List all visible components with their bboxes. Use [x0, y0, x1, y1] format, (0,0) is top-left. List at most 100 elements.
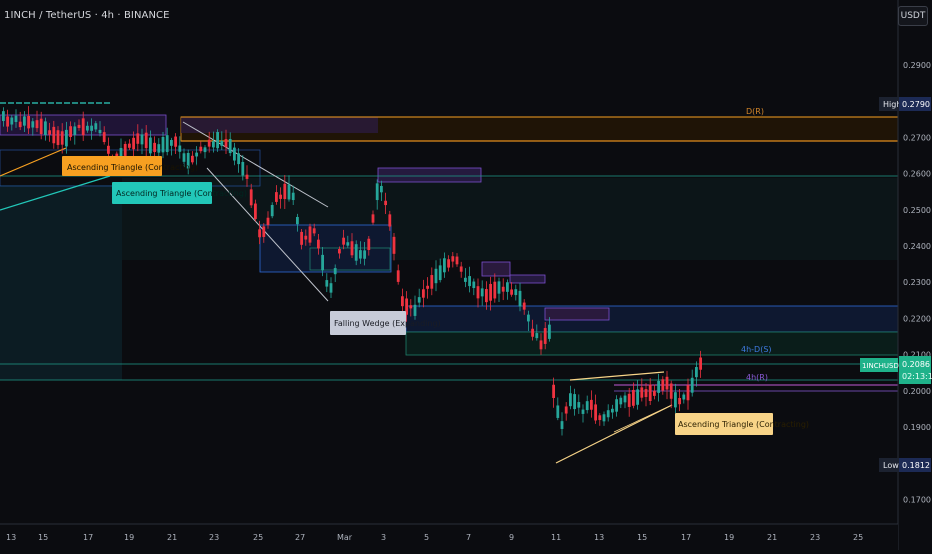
time-tick-label: 21: [167, 533, 177, 542]
candle-body: [128, 143, 131, 148]
candle-body: [48, 130, 51, 135]
candle-body: [241, 161, 245, 176]
candle-body: [170, 139, 173, 146]
candle-body: [367, 238, 371, 251]
candle-body: [304, 235, 308, 240]
candle-body: [182, 153, 186, 162]
candle-body: [132, 137, 135, 150]
candle-body: [577, 402, 581, 408]
candle-body: [388, 214, 392, 227]
candle-body: [186, 152, 190, 169]
candle-body: [447, 259, 450, 268]
pattern-label-2-text: Ascending Triangle (Contracting): [116, 189, 247, 198]
price-tick-label: 0.2400: [903, 242, 931, 251]
candle-body: [65, 129, 68, 147]
price-tick-label: 0.2900: [903, 61, 931, 70]
time-tick-label: 15: [637, 533, 647, 542]
candle-body: [627, 393, 631, 407]
candle-body: [312, 228, 316, 234]
price-tick-label: 0.2200: [903, 314, 931, 323]
candle-body: [636, 389, 639, 405]
candle-body: [539, 340, 543, 350]
price-tick-label: 0.1700: [903, 495, 931, 504]
candle-body: [585, 401, 589, 411]
candle-body: [18, 121, 22, 128]
teal-trendline-left: [0, 175, 111, 211]
candle-body: [354, 244, 358, 261]
price-tick-label: 0.1900: [903, 423, 931, 432]
candle-body: [52, 126, 56, 144]
candle-body: [283, 183, 287, 200]
candle-body: [237, 153, 240, 165]
candle-body: [321, 254, 324, 271]
triangle-upper-line: [569, 371, 665, 381]
time-axis[interactable]: [0, 524, 898, 550]
time-tick-label: 11: [551, 533, 561, 542]
candle-body: [535, 333, 539, 339]
candle-body: [270, 204, 274, 217]
last-price-marker: 1INCHUSDT 0.2086 02:13:16: [860, 356, 932, 384]
candle-body: [44, 121, 47, 136]
candle-body: [350, 241, 354, 256]
candle-body: [39, 118, 43, 135]
candle-body: [266, 217, 270, 226]
candle-body: [690, 377, 694, 393]
candle-body: [258, 229, 261, 238]
candle-body: [296, 216, 299, 225]
candle-body: [518, 290, 522, 307]
time-tick-label: 19: [124, 533, 134, 542]
candle-body: [60, 131, 64, 145]
pattern-label-4[interactable]: Ascending Triangle (Contracting): [675, 413, 809, 435]
candle-body: [287, 184, 291, 200]
time-tick-label: Mar: [337, 533, 353, 542]
candle-body: [409, 305, 413, 309]
candle-body: [699, 357, 702, 370]
candle-body: [216, 131, 219, 149]
candle-body: [602, 414, 606, 422]
candle-body: [56, 130, 60, 145]
candle-body: [476, 286, 480, 299]
candles-group: [2, 106, 702, 436]
candle-body: [279, 194, 282, 199]
candle-body: [590, 399, 593, 410]
candle-body: [14, 115, 18, 123]
candle-body: [136, 133, 140, 144]
time-tick-label: 7: [466, 533, 471, 542]
pattern-label-2[interactable]: Ascending Triangle (Contracting): [112, 182, 247, 204]
candle-body: [422, 289, 425, 298]
candle-body: [598, 415, 602, 421]
candle-body: [632, 389, 635, 406]
candle-body: [10, 117, 14, 125]
candle-body: [375, 183, 379, 201]
candle-body: [669, 383, 673, 399]
candle-body: [94, 123, 98, 130]
candle-body: [640, 387, 644, 398]
pattern-label-1[interactable]: Ascending Triangle (Contracting): [62, 156, 198, 176]
candle-body: [522, 302, 526, 310]
candle-body: [686, 385, 690, 401]
purple-zone-b: [509, 274, 546, 284]
high-value: 0.2790: [902, 100, 930, 109]
purple-zone-mid: [377, 167, 482, 183]
candle-body: [581, 409, 585, 414]
candle-body: [644, 389, 648, 398]
candle-body: [371, 214, 375, 223]
candle-body: [275, 192, 278, 202]
time-tick-label: 13: [6, 533, 16, 542]
green-box-1: [309, 247, 391, 271]
candle-body: [405, 298, 408, 315]
candle-body: [648, 384, 652, 402]
pattern-label-3[interactable]: Falling Wedge (Expanding): [330, 311, 441, 335]
time-tick-label: 13: [594, 533, 604, 542]
chart-title: 1INCH / TetherUS · 4h · BINANCE: [4, 10, 170, 21]
triangle-lower-line-2: [613, 404, 673, 433]
currency-button[interactable]: USDT: [898, 6, 928, 26]
candle-body: [434, 268, 438, 284]
candle-body: [140, 134, 144, 145]
candle-body: [527, 314, 530, 322]
countdown: 02:13:16: [902, 372, 932, 381]
candle-body: [161, 136, 165, 153]
last-symbol: 1INCHUSDT: [862, 362, 904, 370]
